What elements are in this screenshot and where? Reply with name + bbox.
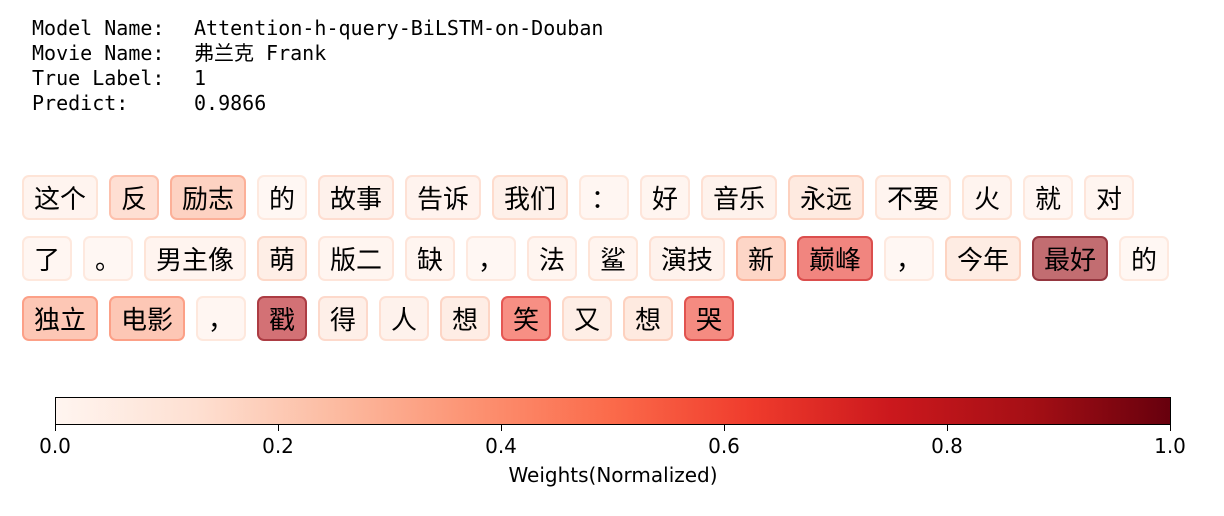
token-cell: 就 bbox=[1023, 175, 1073, 220]
token-cell: 永远 bbox=[788, 175, 864, 220]
token-cell: 男主像 bbox=[144, 236, 246, 281]
colorbar-tick bbox=[55, 425, 56, 431]
meta-value: 1 bbox=[194, 66, 207, 90]
meta-label: Movie Name: bbox=[32, 41, 165, 65]
colorbar-tick-label: 0.2 bbox=[262, 434, 294, 458]
colorbar-tick bbox=[278, 425, 279, 431]
token-cell: 火 bbox=[962, 175, 1012, 220]
token-cell: 最好 bbox=[1032, 236, 1108, 281]
colorbar-tick bbox=[501, 425, 502, 431]
token-cell: 人 bbox=[379, 296, 429, 341]
meta-row: Movie Name: 弗兰克 Frank bbox=[32, 41, 603, 66]
token-cell: 笑 bbox=[501, 296, 551, 341]
token-cell: 得 bbox=[318, 296, 368, 341]
token-cell: 版二 bbox=[318, 236, 394, 281]
token-cell: 又 bbox=[562, 296, 612, 341]
meta-label: Predict: bbox=[32, 91, 129, 115]
token-cell: ， bbox=[884, 236, 934, 281]
token-cell: 。 bbox=[83, 236, 133, 281]
token-cell: 演技 bbox=[649, 236, 725, 281]
token-cell: 想 bbox=[623, 296, 673, 341]
token-cell: 故事 bbox=[318, 175, 394, 220]
meta-row: True Label: 1 bbox=[32, 66, 603, 91]
meta-value: Attention-h-query-BiLSTM-on-Douban bbox=[194, 16, 604, 40]
token-cell: 这个 bbox=[22, 175, 98, 220]
meta-label: True Label: bbox=[32, 66, 165, 90]
token-cell: 电影 bbox=[109, 296, 185, 341]
token-cell: ： bbox=[579, 175, 629, 220]
token-cell: 新 bbox=[736, 236, 786, 281]
colorbar-label: Weights(Normalized) bbox=[508, 463, 718, 487]
token-cell: 不要 bbox=[875, 175, 951, 220]
colorbar-tick-label: 1.0 bbox=[1154, 434, 1186, 458]
token-cell: 鲨 bbox=[588, 236, 638, 281]
colorbar-tick-label: 0.4 bbox=[485, 434, 517, 458]
token-cell: 法 bbox=[527, 236, 577, 281]
token-cell: 对 bbox=[1084, 175, 1134, 220]
token-cell: 戳 bbox=[257, 296, 307, 341]
token-cell: 萌 bbox=[257, 236, 307, 281]
token-cell: 音乐 bbox=[701, 175, 777, 220]
meta-value: 0.9866 bbox=[194, 91, 267, 115]
token-cell: 独立 bbox=[22, 296, 98, 341]
token-cell: 励志 bbox=[170, 175, 246, 220]
meta-row: Predict: 0.9866 bbox=[32, 91, 603, 116]
token-cell: 好 bbox=[640, 175, 690, 220]
token-cell: 哭 bbox=[684, 296, 734, 341]
token-cell: 告诉 bbox=[405, 175, 481, 220]
token-cell: 我们 bbox=[492, 175, 568, 220]
meta-row: Model Name: Attention-h-query-BiLSTM-on-D… bbox=[32, 16, 603, 41]
token-cell: 反 bbox=[109, 175, 159, 220]
token-cell: 巅峰 bbox=[797, 236, 873, 281]
colorbar-tick-label: 0.6 bbox=[708, 434, 740, 458]
colorbar-tick-label: 0.0 bbox=[39, 434, 71, 458]
token-cell: ， bbox=[196, 296, 246, 341]
token-cell: 了 bbox=[22, 236, 72, 281]
colorbar-tick bbox=[1170, 425, 1171, 431]
token-cell: 想 bbox=[440, 296, 490, 341]
colorbar-tick bbox=[724, 425, 725, 431]
token-cell: 的 bbox=[257, 175, 307, 220]
meta-label: Model Name: bbox=[32, 16, 165, 40]
colorbar-tick-label: 0.8 bbox=[931, 434, 963, 458]
token-attention-heatmap: 这个反励志的故事 告诉 我们：好音乐 永远 不要火就对了。男主像萌版二缺，法鲨演技新巅峰… bbox=[22, 175, 1169, 341]
token-cell: 缺 bbox=[405, 236, 455, 281]
meta-value: 弗兰克 Frank bbox=[194, 41, 327, 65]
token-cell: 的 bbox=[1119, 236, 1169, 281]
model-info: Model Name: Attention-h-query-BiLSTM-on-D… bbox=[32, 16, 603, 116]
colorbar-tick bbox=[947, 425, 948, 431]
token-cell: 今年 bbox=[945, 236, 1021, 281]
colorbar-gradient bbox=[55, 397, 1171, 425]
token-cell: ， bbox=[466, 236, 516, 281]
